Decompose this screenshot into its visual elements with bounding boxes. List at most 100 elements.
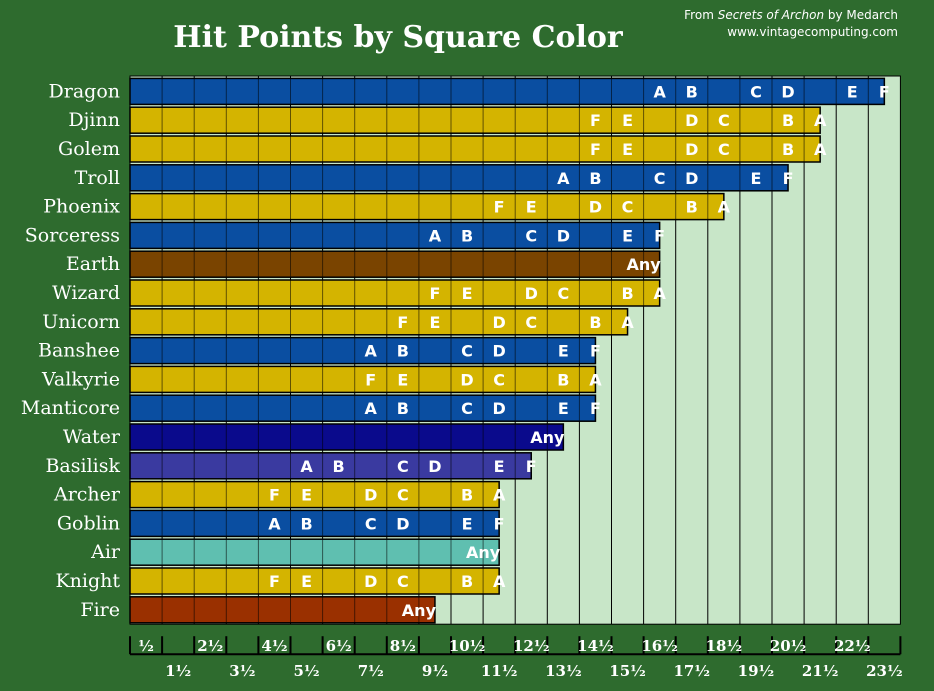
bar-dragon	[129, 77, 886, 106]
bar-labels: A B C D E FF E D C B AF E D C B AA B C D E FF E D C B AA B C D E FAnyF…	[268, 82, 890, 619]
bar-label: A	[365, 399, 378, 418]
bar-label: A	[300, 457, 313, 476]
bar-label: D	[525, 284, 538, 303]
chart-title: Hit Points by Square Color	[173, 20, 623, 55]
x-tick-label: 18½	[706, 637, 743, 655]
bar-label: B	[300, 514, 312, 533]
bar-air	[129, 538, 500, 566]
x-tick-label: 13½	[545, 662, 582, 680]
bar-label: B	[461, 226, 473, 245]
x-tick-label: 22½	[834, 637, 871, 655]
bar-sorceress	[129, 221, 661, 250]
bar-unicorn	[129, 308, 629, 336]
bar-phoenix	[129, 192, 725, 221]
bar-label: B	[782, 140, 794, 159]
bar-valkyrie	[129, 365, 597, 394]
bar-label: B	[557, 370, 569, 389]
bar-knight	[129, 567, 500, 595]
bar-basilisk	[129, 452, 532, 480]
bar-label: F	[494, 198, 505, 217]
bar-label: C	[750, 82, 762, 101]
bar-label: D	[396, 514, 409, 533]
bar-label: C	[525, 313, 537, 332]
bar-label: D	[493, 399, 506, 418]
x-tick-label: 12½	[513, 637, 550, 655]
bar-label: D	[460, 370, 473, 389]
bar-label: B	[397, 342, 409, 361]
bar-label: C	[461, 342, 473, 361]
bar-label: A	[814, 140, 827, 159]
bar-label: A	[365, 342, 378, 361]
bar-label: E	[558, 342, 569, 361]
bar-label: C	[461, 399, 473, 418]
bar-label: F	[654, 226, 665, 245]
bar-label: B	[782, 111, 794, 130]
category-label: Golem	[58, 138, 120, 160]
bar-label: D	[493, 342, 506, 361]
bar-label: A	[429, 226, 442, 245]
bar-label: E	[462, 284, 473, 303]
bar-label: B	[686, 82, 698, 101]
bar-label: Any	[530, 428, 565, 447]
x-tick-label: 3½	[229, 662, 255, 680]
category-label: Djinn	[68, 109, 120, 131]
bar-label: E	[622, 226, 633, 245]
bar-label: B	[333, 457, 345, 476]
bar-label: E	[622, 111, 633, 130]
bar-label: D	[685, 169, 698, 188]
bar-label: E	[429, 313, 440, 332]
x-tick-label: 6½	[326, 637, 352, 655]
bar-label: F	[590, 140, 601, 159]
bar-label: D	[364, 572, 377, 591]
category-label: Goblin	[57, 512, 120, 534]
bar-label: D	[685, 140, 698, 159]
bar-goblin	[129, 509, 500, 538]
x-tick-label: 23½	[866, 662, 903, 680]
credit-site: www.vintagecomputing.com	[727, 25, 898, 39]
bar-water	[129, 423, 565, 451]
category-label: Phoenix	[43, 196, 120, 218]
bar-label: E	[494, 457, 505, 476]
x-tick-label: 19½	[738, 662, 775, 680]
category-label: Air	[90, 541, 121, 563]
credit-author: by Medarch	[824, 8, 898, 22]
bar-label: E	[301, 572, 312, 591]
x-tick-label: 10½	[449, 637, 486, 655]
bar-label: Any	[626, 255, 661, 274]
bar-label: D	[428, 457, 441, 476]
bar-label: B	[461, 572, 473, 591]
bar-label: C	[397, 572, 409, 591]
x-tick-label: 9½	[422, 662, 448, 680]
bar-wizard	[129, 279, 661, 307]
category-label: Sorceress	[25, 224, 120, 246]
bar-label: F	[526, 457, 537, 476]
bar-label: F	[590, 111, 601, 130]
x-tick-label: 7½	[358, 662, 384, 680]
category-label: Dragon	[49, 80, 120, 102]
bar-label: F	[429, 284, 440, 303]
bar-label: C	[622, 198, 634, 217]
bar-label: F	[269, 486, 280, 505]
bar-label: F	[269, 572, 280, 591]
bar-label: A	[814, 111, 827, 130]
bar-label: C	[557, 284, 569, 303]
bar-label: F	[783, 169, 794, 188]
bar-label: C	[654, 169, 666, 188]
bar-banshee	[129, 336, 597, 365]
bar-label: E	[301, 486, 312, 505]
x-tick-label: 17½	[673, 662, 710, 680]
bar-label: C	[718, 140, 730, 159]
bar-label: A	[493, 486, 506, 505]
category-labels: Dragon Djinn Golem Troll Phoenix Sorceress Ear…	[21, 80, 121, 620]
x-tick-label: ½	[138, 637, 154, 655]
bar-label: A	[621, 313, 634, 332]
bar-label: A	[493, 572, 506, 591]
bar-label: C	[525, 226, 537, 245]
bar-label: E	[558, 399, 569, 418]
bar-label: F	[397, 313, 408, 332]
bar-label: D	[589, 198, 602, 217]
x-tick-label: 5½	[294, 662, 320, 680]
bar-djinn	[129, 106, 821, 134]
bar-label: A	[557, 169, 570, 188]
x-tick-label: 1½	[165, 662, 191, 680]
